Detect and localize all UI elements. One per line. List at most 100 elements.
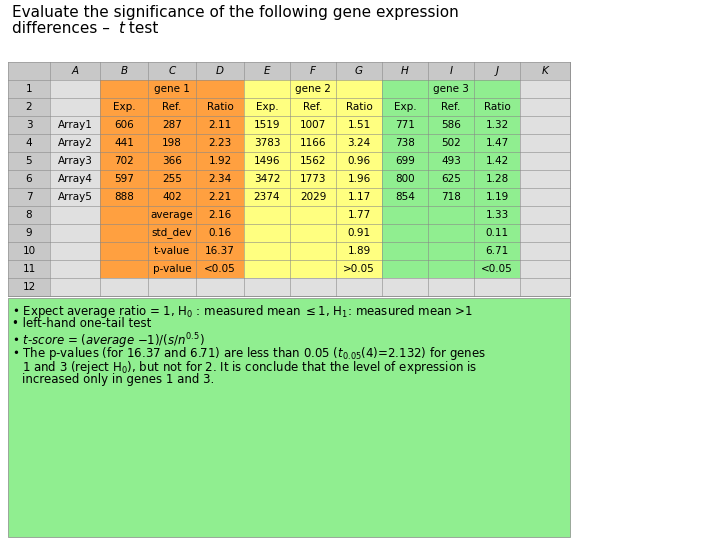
Text: 2.23: 2.23 — [208, 138, 232, 148]
Bar — [8, 170, 50, 188]
Text: Ratio: Ratio — [207, 102, 233, 112]
Text: >0.05: >0.05 — [343, 264, 375, 274]
Text: t-value: t-value — [154, 246, 190, 256]
Text: Ref.: Ref. — [303, 102, 323, 112]
Text: 1.42: 1.42 — [485, 156, 508, 166]
Text: 1 and 3 (reject H$_0$), but not for 2. It is conclude that the level of expressi: 1 and 3 (reject H$_0$), but not for 2. I… — [22, 359, 477, 376]
Text: Array4: Array4 — [58, 174, 92, 184]
Text: 1496: 1496 — [253, 156, 280, 166]
Text: std_dev: std_dev — [152, 227, 192, 239]
Text: 8: 8 — [26, 210, 32, 220]
Text: Array3: Array3 — [58, 156, 92, 166]
Text: 0.16: 0.16 — [208, 228, 232, 238]
Text: <0.05: <0.05 — [204, 264, 236, 274]
Text: Ref.: Ref. — [162, 102, 181, 112]
Text: K: K — [541, 66, 549, 76]
Text: Ratio: Ratio — [484, 102, 510, 112]
Text: E: E — [264, 66, 270, 76]
Bar — [8, 98, 50, 116]
Text: A: A — [71, 66, 78, 76]
Bar — [8, 242, 50, 260]
Text: 0.96: 0.96 — [348, 156, 371, 166]
Text: Exp.: Exp. — [113, 102, 135, 112]
Bar — [382, 80, 520, 278]
Bar — [8, 260, 50, 278]
Text: 2: 2 — [26, 102, 32, 112]
Text: 1.32: 1.32 — [485, 120, 508, 130]
Bar — [8, 278, 50, 296]
Text: 1.28: 1.28 — [485, 174, 508, 184]
Text: 0.91: 0.91 — [348, 228, 371, 238]
Text: 2.16: 2.16 — [208, 210, 232, 220]
Bar — [244, 80, 382, 278]
Text: D: D — [216, 66, 224, 76]
Text: 738: 738 — [395, 138, 415, 148]
Text: 1.17: 1.17 — [347, 192, 371, 202]
Text: 586: 586 — [441, 120, 461, 130]
Text: 1.89: 1.89 — [347, 246, 371, 256]
Text: 5: 5 — [26, 156, 32, 166]
Text: J: J — [495, 66, 498, 76]
Text: G: G — [355, 66, 363, 76]
Bar — [8, 134, 50, 152]
Bar — [8, 298, 570, 537]
Text: 597: 597 — [114, 174, 134, 184]
Text: 3.24: 3.24 — [347, 138, 371, 148]
Text: B: B — [120, 66, 127, 76]
Text: 3472: 3472 — [253, 174, 280, 184]
Bar — [8, 62, 50, 80]
Text: 198: 198 — [162, 138, 182, 148]
Text: 699: 699 — [395, 156, 415, 166]
Text: F: F — [310, 66, 316, 76]
Text: 4: 4 — [26, 138, 32, 148]
Text: Ratio: Ratio — [346, 102, 372, 112]
Text: • Expect average ratio = 1, H$_0$ : measured mean $\leq$1, H$_1$: measured mean : • Expect average ratio = 1, H$_0$ : meas… — [12, 303, 473, 320]
Text: 1773: 1773 — [300, 174, 326, 184]
Text: Ref.: Ref. — [441, 102, 461, 112]
Text: Array1: Array1 — [58, 120, 92, 130]
Bar — [8, 224, 50, 242]
Text: 1007: 1007 — [300, 120, 326, 130]
Text: Array2: Array2 — [58, 138, 92, 148]
Text: 6.71: 6.71 — [485, 246, 508, 256]
Text: I: I — [449, 66, 452, 76]
Text: 441: 441 — [114, 138, 134, 148]
Text: Array5: Array5 — [58, 192, 92, 202]
Text: C: C — [168, 66, 176, 76]
Text: average: average — [150, 210, 193, 220]
Text: 606: 606 — [114, 120, 134, 130]
Text: gene 3: gene 3 — [433, 84, 469, 94]
Text: Exp.: Exp. — [256, 102, 279, 112]
Text: test: test — [124, 21, 158, 36]
Text: 718: 718 — [441, 192, 461, 202]
Text: 2.21: 2.21 — [208, 192, 232, 202]
Bar — [8, 188, 50, 206]
Text: 11: 11 — [22, 264, 35, 274]
Text: <0.05: <0.05 — [481, 264, 513, 274]
Text: 3783: 3783 — [253, 138, 280, 148]
Text: 6: 6 — [26, 174, 32, 184]
Text: 10: 10 — [22, 246, 35, 256]
Text: 1562: 1562 — [300, 156, 326, 166]
Text: 771: 771 — [395, 120, 415, 130]
Bar — [100, 80, 244, 278]
Text: 0.11: 0.11 — [485, 228, 508, 238]
Text: 287: 287 — [162, 120, 182, 130]
Text: 1.33: 1.33 — [485, 210, 508, 220]
Text: 1.77: 1.77 — [347, 210, 371, 220]
Bar — [8, 116, 50, 134]
Text: 2.34: 2.34 — [208, 174, 232, 184]
Text: 854: 854 — [395, 192, 415, 202]
Text: • left-hand one-tail test: • left-hand one-tail test — [12, 317, 151, 330]
Text: H: H — [401, 66, 409, 76]
Text: gene 2: gene 2 — [295, 84, 331, 94]
Text: 800: 800 — [395, 174, 415, 184]
Text: 502: 502 — [441, 138, 461, 148]
Text: 702: 702 — [114, 156, 134, 166]
Text: 1519: 1519 — [253, 120, 280, 130]
Text: 1.92: 1.92 — [208, 156, 232, 166]
Text: 402: 402 — [162, 192, 182, 202]
Text: 16.37: 16.37 — [205, 246, 235, 256]
Text: p-value: p-value — [153, 264, 192, 274]
Text: differences –: differences – — [12, 21, 114, 36]
